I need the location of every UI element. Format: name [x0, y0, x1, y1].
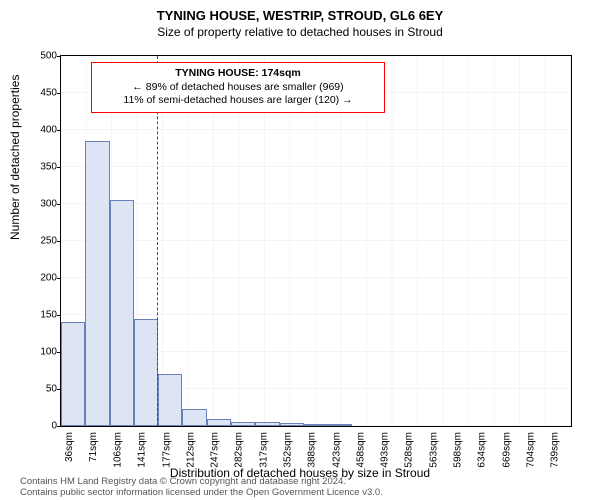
y-tick-mark	[57, 389, 61, 390]
x-tick-label: 493sqm	[380, 432, 391, 468]
x-tick-label: 528sqm	[404, 432, 415, 468]
y-tick-label: 400	[31, 125, 57, 136]
x-tick-label: 704sqm	[525, 432, 536, 468]
y-tick-mark	[57, 278, 61, 279]
y-tick-label: 450	[31, 88, 57, 99]
histogram-bar	[110, 200, 134, 426]
x-tick-label: 669sqm	[501, 432, 512, 468]
x-tick-label: 352sqm	[283, 432, 294, 468]
x-tick-label: 563sqm	[428, 432, 439, 468]
credit-line2: Contains public sector information licen…	[20, 488, 383, 498]
histogram-bar	[255, 422, 279, 426]
y-tick-label: 500	[31, 51, 57, 62]
x-tick-label: 458sqm	[355, 432, 366, 468]
y-tick-mark	[57, 130, 61, 131]
histogram-bar	[328, 424, 352, 426]
histogram-bar	[134, 319, 158, 426]
annotation-line2: 11% of semi-detached houses are larger (…	[98, 94, 378, 108]
histogram-bar	[182, 409, 206, 426]
chart-title: TYNING HOUSE, WESTRIP, STROUD, GL6 6EY	[0, 0, 600, 23]
x-tick-label: 212sqm	[185, 432, 196, 468]
y-tick-label: 0	[31, 421, 57, 432]
x-tick-label: 36sqm	[64, 432, 75, 462]
y-tick-mark	[57, 315, 61, 316]
x-tick-label: 317sqm	[258, 432, 269, 468]
x-tick-label: 598sqm	[453, 432, 464, 468]
x-tick-label: 177sqm	[161, 432, 172, 468]
y-tick-label: 350	[31, 162, 57, 173]
y-tick-label: 300	[31, 199, 57, 210]
y-tick-mark	[57, 56, 61, 57]
x-tick-label: 634sqm	[477, 432, 488, 468]
x-tick-label: 739sqm	[550, 432, 561, 468]
histogram-bar	[158, 374, 182, 426]
annotation-line1: ← 89% of detached houses are smaller (96…	[98, 81, 378, 95]
x-tick-label: 423sqm	[331, 432, 342, 468]
annotation-box: TYNING HOUSE: 174sqm ← 89% of detached h…	[91, 62, 385, 113]
histogram-bar	[61, 322, 85, 426]
histogram-bar	[280, 423, 304, 426]
y-tick-mark	[57, 204, 61, 205]
x-tick-label: 141sqm	[137, 432, 148, 468]
histogram-bar	[85, 141, 109, 426]
histogram-bar	[207, 419, 231, 426]
credit-text: Contains HM Land Registry data © Crown c…	[20, 477, 383, 498]
histogram-bar	[231, 422, 255, 426]
x-tick-label: 388sqm	[307, 432, 318, 468]
y-tick-label: 150	[31, 310, 57, 321]
x-tick-label: 106sqm	[113, 432, 124, 468]
y-tick-mark	[57, 426, 61, 427]
x-tick-label: 282sqm	[234, 432, 245, 468]
y-tick-mark	[57, 352, 61, 353]
histogram-plot: 050100150200250300350400450500 36sqm71sq…	[60, 55, 572, 427]
x-tick-label: 71sqm	[88, 432, 99, 462]
y-tick-mark	[57, 241, 61, 242]
y-tick-label: 100	[31, 347, 57, 358]
chart-subtitle: Size of property relative to detached ho…	[0, 23, 600, 39]
annotation-title: TYNING HOUSE: 174sqm	[98, 67, 378, 81]
x-tick-label: 247sqm	[210, 432, 221, 468]
y-tick-mark	[57, 167, 61, 168]
y-tick-mark	[57, 93, 61, 94]
y-tick-label: 50	[31, 384, 57, 395]
y-tick-label: 250	[31, 236, 57, 247]
histogram-bar	[304, 424, 328, 426]
y-axis-label: Number of detached properties	[8, 75, 22, 240]
credit-line1: Contains HM Land Registry data © Crown c…	[20, 477, 383, 487]
y-tick-label: 200	[31, 273, 57, 284]
